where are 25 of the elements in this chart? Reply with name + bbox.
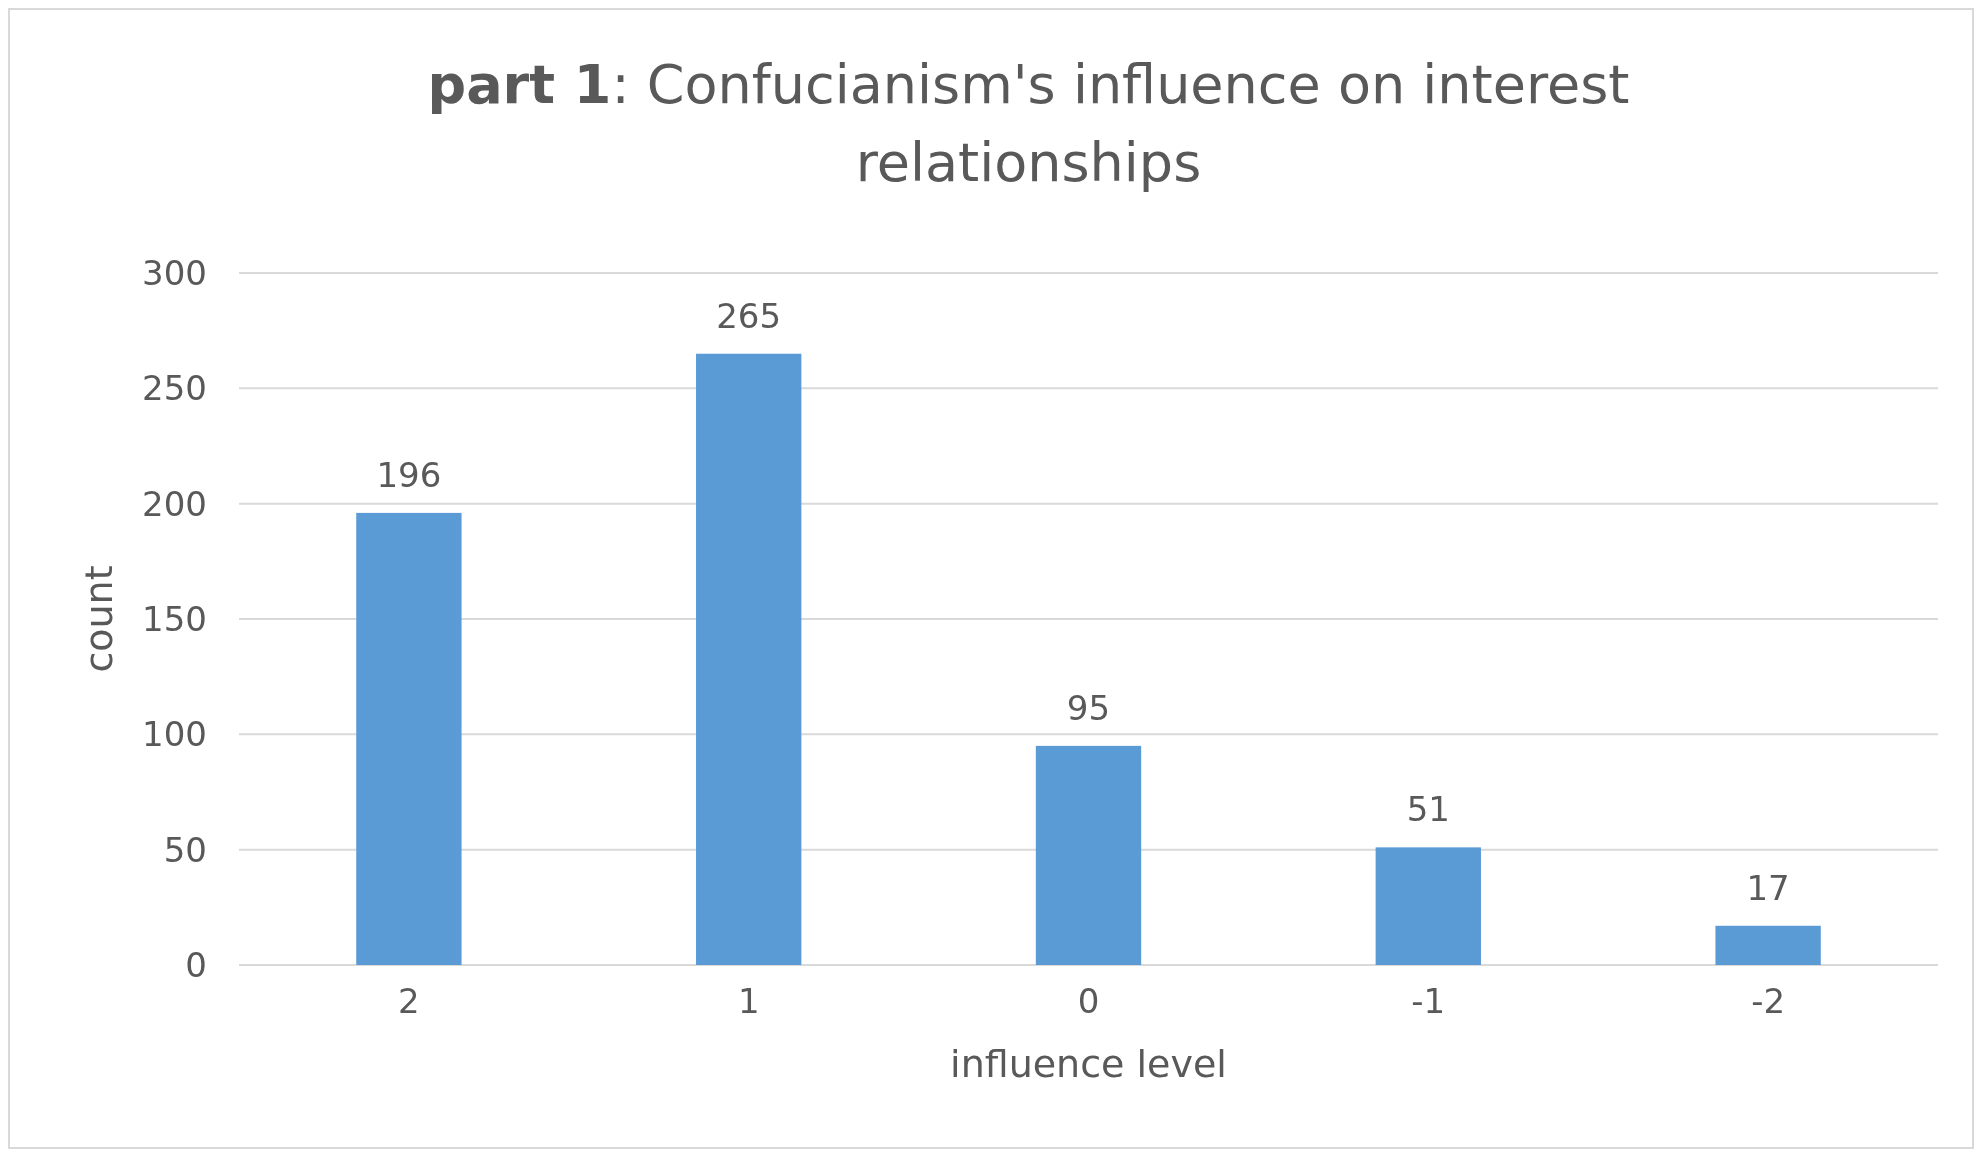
data-label: 51 (1406, 789, 1450, 830)
data-label: 95 (1066, 687, 1111, 728)
y-axis-title: count (77, 565, 121, 673)
data-label: 265 (716, 295, 782, 336)
bar (356, 512, 462, 965)
x-tick-label: 0 (1077, 981, 1100, 1021)
bar (1375, 847, 1481, 965)
x-axis-title: influence level (950, 1042, 1227, 1086)
bar (1715, 925, 1821, 965)
x-tick-label: -1 (1411, 981, 1446, 1021)
bar (1035, 745, 1142, 965)
y-tick-label: 0 (185, 944, 207, 985)
y-tick-label: 50 (163, 829, 207, 870)
data-label: 196 (376, 454, 442, 495)
x-tick-label: -2 (1751, 981, 1786, 1021)
x-tick-label: 2 (398, 981, 420, 1021)
chart-title: part 1: Confucianism's influence on interest relationships (427, 53, 1630, 195)
y-tick-label: 300 (142, 252, 207, 293)
y-tick-label: 250 (142, 368, 207, 409)
bar (696, 353, 802, 965)
data-label: 17 (1746, 867, 1790, 908)
y-tick-label: 100 (142, 714, 207, 755)
y-tick-label: 200 (142, 483, 207, 524)
y-tick-label: 150 (142, 598, 207, 639)
x-tick-label: 1 (737, 981, 760, 1021)
